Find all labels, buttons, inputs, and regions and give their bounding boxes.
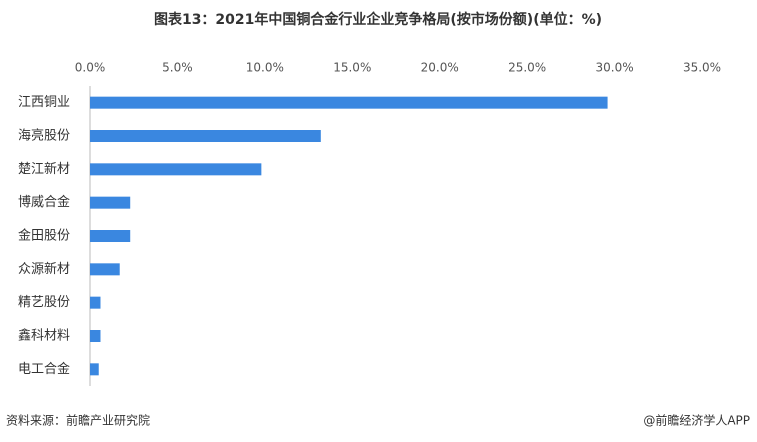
y-tick-label: 海亮股份 bbox=[18, 128, 70, 144]
y-tick-label: 博威合金 bbox=[18, 194, 70, 210]
bar bbox=[90, 196, 131, 209]
bar bbox=[90, 96, 608, 109]
y-tick-label: 电工合金 bbox=[18, 361, 70, 377]
bar bbox=[90, 230, 131, 242]
x-tick-label: 10.0% bbox=[246, 61, 284, 75]
credit: @前瞻经济学人APP bbox=[643, 413, 750, 428]
x-tick-label: 25.0% bbox=[508, 61, 546, 75]
x-tick-label: 20.0% bbox=[421, 61, 459, 75]
y-tick-label: 金田股份 bbox=[18, 228, 70, 244]
source: 资料来源：前瞻产业研究院 bbox=[6, 413, 150, 428]
x-tick-label: 30.0% bbox=[596, 61, 634, 75]
x-tick-label: 15.0% bbox=[333, 61, 371, 75]
y-tick-label: 江西铜业 bbox=[18, 95, 70, 110]
bar bbox=[90, 330, 101, 342]
y-tick-label: 鑫科材料 bbox=[18, 328, 70, 344]
bar bbox=[90, 163, 262, 176]
bar bbox=[90, 296, 101, 309]
y-tick-label: 众源新材 bbox=[18, 261, 70, 277]
bar bbox=[90, 363, 99, 376]
x-tick-label: 0.0% bbox=[75, 61, 106, 75]
bar bbox=[90, 263, 120, 276]
x-tick-label: 35.0% bbox=[683, 61, 721, 75]
bar bbox=[90, 130, 321, 142]
chart-title: 图表13：2021年中国铜合金行业企业竞争格局(按市场份额)(单位：%) bbox=[154, 11, 602, 28]
y-tick-label: 楚江新材 bbox=[18, 161, 70, 177]
x-tick-label: 5.0% bbox=[162, 61, 193, 75]
y-tick-label: 精艺股份 bbox=[18, 295, 70, 310]
